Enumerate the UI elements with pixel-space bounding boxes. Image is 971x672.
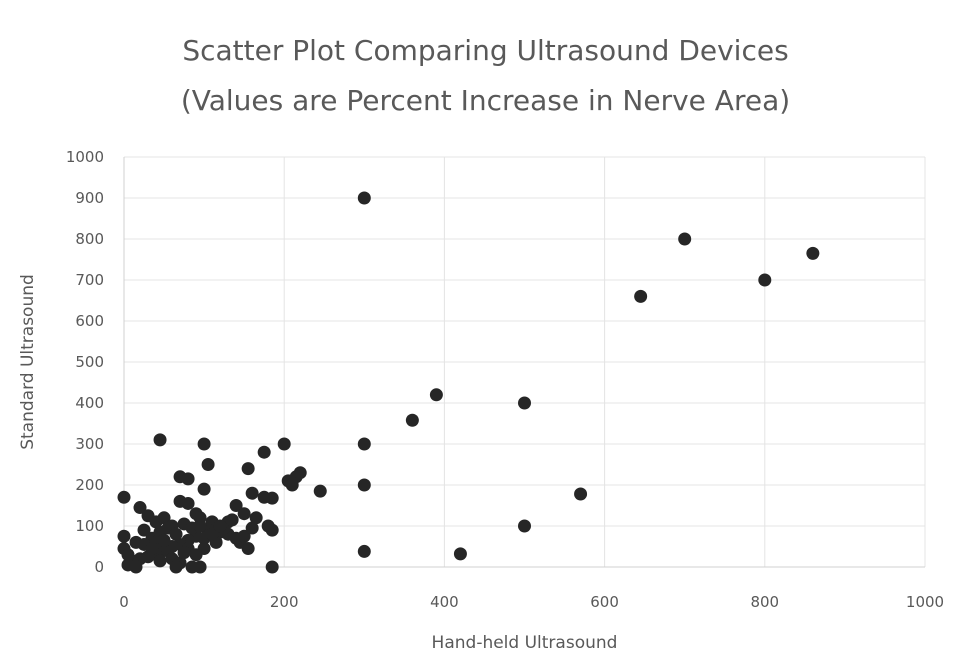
data-point [237, 507, 251, 521]
data-point [181, 496, 195, 510]
y-tick-label: 1000 [66, 148, 104, 166]
chart-title-line-2: (Values are Percent Increase in Nerve Ar… [180, 84, 791, 117]
y-tick-labels: 0 100 200 300 400 500 600 700 800 900 1000 [66, 148, 104, 576]
x-tick-label: 800 [750, 593, 779, 611]
data-point [157, 533, 171, 547]
data-point [241, 462, 255, 476]
data-point [213, 519, 227, 533]
x-tick-label: 400 [430, 593, 459, 611]
data-point [429, 388, 443, 402]
data-point [293, 466, 307, 480]
data-point [137, 523, 151, 537]
y-tick-label: 800 [75, 230, 104, 248]
data-point [169, 560, 183, 574]
chart-title-line-1: Scatter Plot Comparing Ultrasound Device… [182, 34, 789, 67]
data-point [357, 478, 371, 492]
data-point [229, 499, 243, 512]
x-tick-label: 0 [119, 593, 129, 611]
data-point [758, 273, 772, 287]
data-point [157, 511, 171, 525]
data-point [249, 511, 263, 525]
data-point [145, 542, 159, 556]
y-tick-label: 0 [94, 558, 104, 576]
data-point [285, 478, 299, 492]
data-point [193, 560, 207, 574]
data-point [574, 487, 588, 501]
data-point [357, 437, 371, 451]
data-point [225, 513, 239, 527]
data-point [197, 437, 211, 451]
data-point [241, 542, 255, 556]
data-point [117, 529, 131, 543]
data-point [197, 482, 211, 496]
data-point [265, 560, 279, 574]
data-point [169, 527, 183, 541]
y-tick-label: 300 [75, 435, 104, 453]
x-tick-label: 1000 [906, 593, 944, 611]
x-tick-label: 600 [590, 593, 619, 611]
x-tick-labels: 0 200 400 600 800 1000 [119, 593, 944, 611]
data-point [453, 547, 467, 561]
y-tick-label: 500 [75, 353, 104, 371]
y-tick-label: 700 [75, 271, 104, 289]
y-tick-label: 400 [75, 394, 104, 412]
data-point [193, 519, 207, 533]
data-point [265, 491, 279, 505]
data-point [237, 529, 251, 543]
y-tick-label: 100 [75, 517, 104, 535]
data-point [678, 232, 692, 246]
data-point [257, 445, 271, 459]
data-point [265, 523, 279, 537]
x-axis-title: Hand-held Ultrasound [432, 633, 618, 653]
data-point [245, 521, 259, 535]
data-point [518, 519, 531, 533]
data-point [177, 546, 191, 560]
data-point [634, 289, 648, 303]
data-point [405, 413, 419, 427]
data-point [181, 472, 195, 486]
data-points [117, 191, 820, 574]
data-point [518, 396, 531, 410]
data-point [277, 437, 291, 451]
data-point [117, 490, 131, 504]
data-point [129, 535, 143, 549]
data-point [205, 527, 219, 541]
data-point [245, 486, 259, 500]
data-point [153, 554, 167, 568]
data-point [133, 501, 147, 515]
grid-lines [124, 156, 926, 567]
data-point [189, 548, 203, 562]
data-point [313, 484, 327, 498]
data-point [129, 560, 143, 574]
data-point [357, 544, 371, 558]
data-point [806, 246, 820, 260]
y-tick-label: 900 [75, 189, 104, 207]
y-tick-label: 200 [75, 476, 104, 494]
data-point [357, 191, 371, 205]
data-point [121, 548, 135, 562]
data-point [153, 433, 167, 447]
data-point [201, 458, 215, 471]
x-tick-label: 200 [270, 593, 299, 611]
y-tick-label: 600 [75, 312, 104, 330]
y-axis-title: Standard Ultrasound [18, 274, 38, 450]
